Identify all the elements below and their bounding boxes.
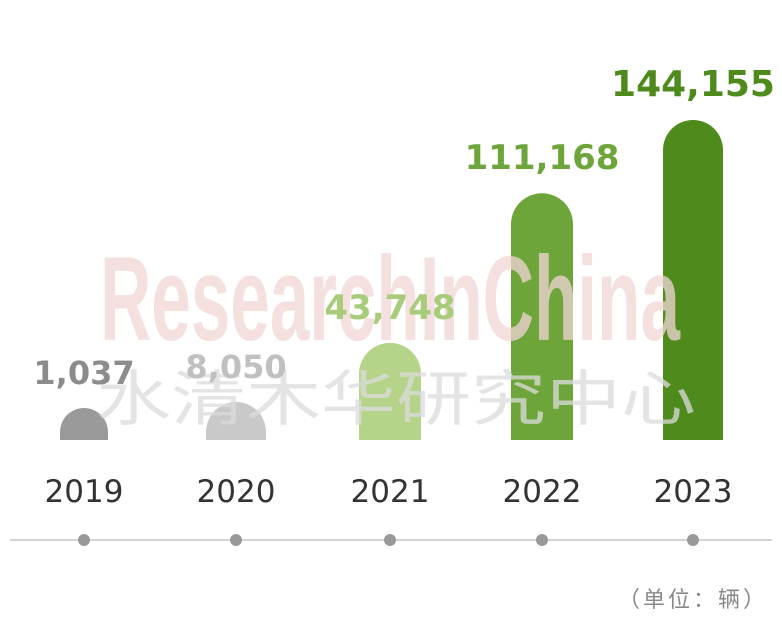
watermark-english: ResearchInChina [100,232,681,366]
timeline-dot-2019 [78,534,90,546]
labels-layer: 1,037 2019 8,050 2020 43,748 2021 111,168 2022 1… [33,64,775,510]
bar-2020 [206,402,266,440]
value-label-2022: 111,168 [465,138,620,178]
timeline-dot-2020 [230,534,242,546]
watermark-chinese: 水清木华研究中心 [96,365,696,435]
value-label-2019: 1,037 [33,354,134,392]
bar-2021 [359,342,421,440]
value-label-2020: 8,050 [185,348,286,386]
value-label-2021: 43,748 [324,288,455,328]
unit-label: （单位：辆） [618,588,768,613]
year-label-2019: 2019 [45,474,124,510]
bar-2023 [663,120,723,440]
timeline-dot-2021 [384,534,396,546]
timeline-dot-2023 [687,534,699,546]
year-label-2020: 2020 [197,474,276,510]
year-label-2023: 2023 [654,474,733,510]
bar-2019 [60,408,108,440]
value-label-2023: 144,155 [611,64,775,105]
watermark: ResearchInChina 水清木华研究中心 [96,232,696,435]
timeline-dot-2022 [536,534,548,546]
timeline-dots [78,534,699,546]
year-label-2021: 2021 [351,474,430,510]
bar-2022 [511,193,573,440]
bars-layer [60,120,723,440]
year-label-2022: 2022 [503,474,582,510]
